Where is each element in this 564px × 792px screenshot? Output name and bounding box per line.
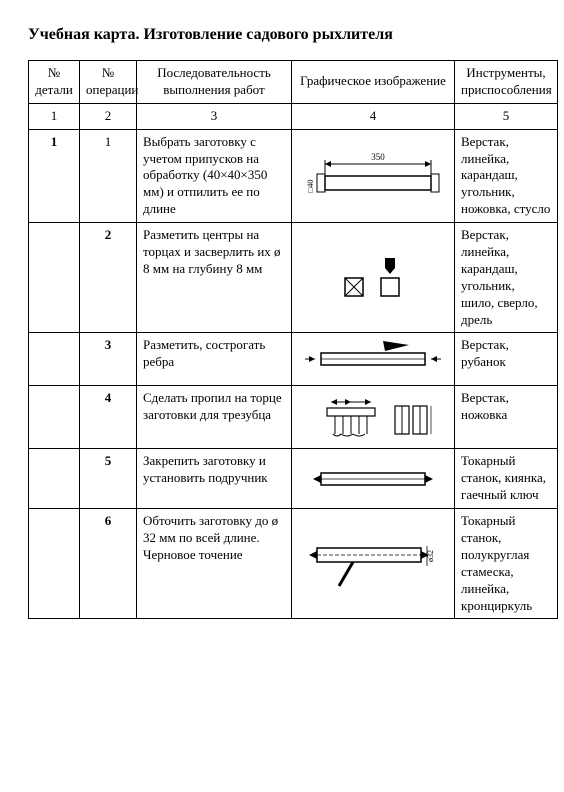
op-cell: 4	[80, 386, 137, 449]
table-row: 4 Сделать пропил на торце заготовки для …	[29, 386, 558, 449]
detail-cell	[29, 509, 80, 619]
table-row: 5 Закрепить заготовку и установить подру…	[29, 449, 558, 509]
seq-cell: Разметить, сострогать ребра	[137, 333, 292, 386]
instruction-table: № детали № операции Последовательность в…	[28, 60, 558, 619]
diagram-drill-centers-icon	[323, 248, 423, 308]
tools-cell: Верстак, ножовка	[455, 386, 558, 449]
op-cell: 5	[80, 449, 137, 509]
seq-cell: Обточить заготовку до ø 32 мм по всей дл…	[137, 509, 292, 619]
tools-cell: Верстак, рубанок	[455, 333, 558, 386]
header-tools: Инструменты, приспособления	[455, 61, 558, 104]
tools-cell: Токарный станок, полукруглая стамеска, л…	[455, 509, 558, 619]
svg-text:□40: □40	[306, 179, 315, 192]
numrow-3: 3	[137, 103, 292, 129]
tools-cell: Верстак, линейка, карандаш, угольник, ши…	[455, 223, 558, 333]
numrow-4: 4	[292, 103, 455, 129]
detail-cell	[29, 333, 80, 386]
graphic-cell: ø32	[292, 509, 455, 619]
header-detail: № детали	[29, 61, 80, 104]
diagram-blank-bar-icon: 350 □40	[303, 146, 443, 206]
header-operation: № операции	[80, 61, 137, 104]
numrow-1: 1	[29, 103, 80, 129]
svg-text:ø32: ø32	[426, 550, 435, 562]
number-row: 1 2 3 4 5	[29, 103, 558, 129]
numrow-5: 5	[455, 103, 558, 129]
graphic-cell	[292, 386, 455, 449]
numrow-2: 2	[80, 103, 137, 129]
table-row: 6 Обточить заготовку до ø 32 мм по всей …	[29, 509, 558, 619]
diagram-turn-down-icon: ø32	[303, 536, 443, 592]
seq-cell: Сделать пропил на торце заготовки для тр…	[137, 386, 292, 449]
graphic-cell: 350 □40	[292, 129, 455, 222]
header-graphic: Графическое изображение	[292, 61, 455, 104]
detail-cell	[29, 449, 80, 509]
table-row: 3 Разметить, сострогать ребра Верстак, р…	[29, 333, 558, 386]
table-row: 1 1 Выбрать заготовку с учетом припусков…	[29, 129, 558, 222]
op-cell: 1	[80, 129, 137, 222]
diagram-saw-slot-icon	[303, 392, 443, 442]
seq-cell: Закрепить заготовку и установить подручн…	[137, 449, 292, 509]
detail-cell	[29, 223, 80, 333]
seq-cell: Выбрать заготовку с учетом припусков на …	[137, 129, 292, 222]
graphic-cell	[292, 449, 455, 509]
header-sequence: Последовательность выполнения работ	[137, 61, 292, 104]
tools-cell: Токарный станок, киянка, гаечный ключ	[455, 449, 558, 509]
page-title: Учебная карта. Изготовление садового рых…	[28, 26, 536, 44]
seq-cell: Разметить центры на торцах и засверлить …	[137, 223, 292, 333]
header-row: № детали № операции Последовательность в…	[29, 61, 558, 104]
detail-cell: 1	[29, 129, 80, 222]
diagram-plane-edges-icon	[303, 339, 443, 379]
table-row: 2 Разметить центры на торцах и засверлит…	[29, 223, 558, 333]
op-cell: 3	[80, 333, 137, 386]
op-cell: 2	[80, 223, 137, 333]
graphic-cell	[292, 223, 455, 333]
graphic-cell	[292, 333, 455, 386]
svg-text:350: 350	[371, 152, 385, 162]
tools-cell: Верстак, линейка, карандаш, угольник, но…	[455, 129, 558, 222]
diagram-mount-lathe-icon	[303, 461, 443, 497]
detail-cell	[29, 386, 80, 449]
op-cell: 6	[80, 509, 137, 619]
